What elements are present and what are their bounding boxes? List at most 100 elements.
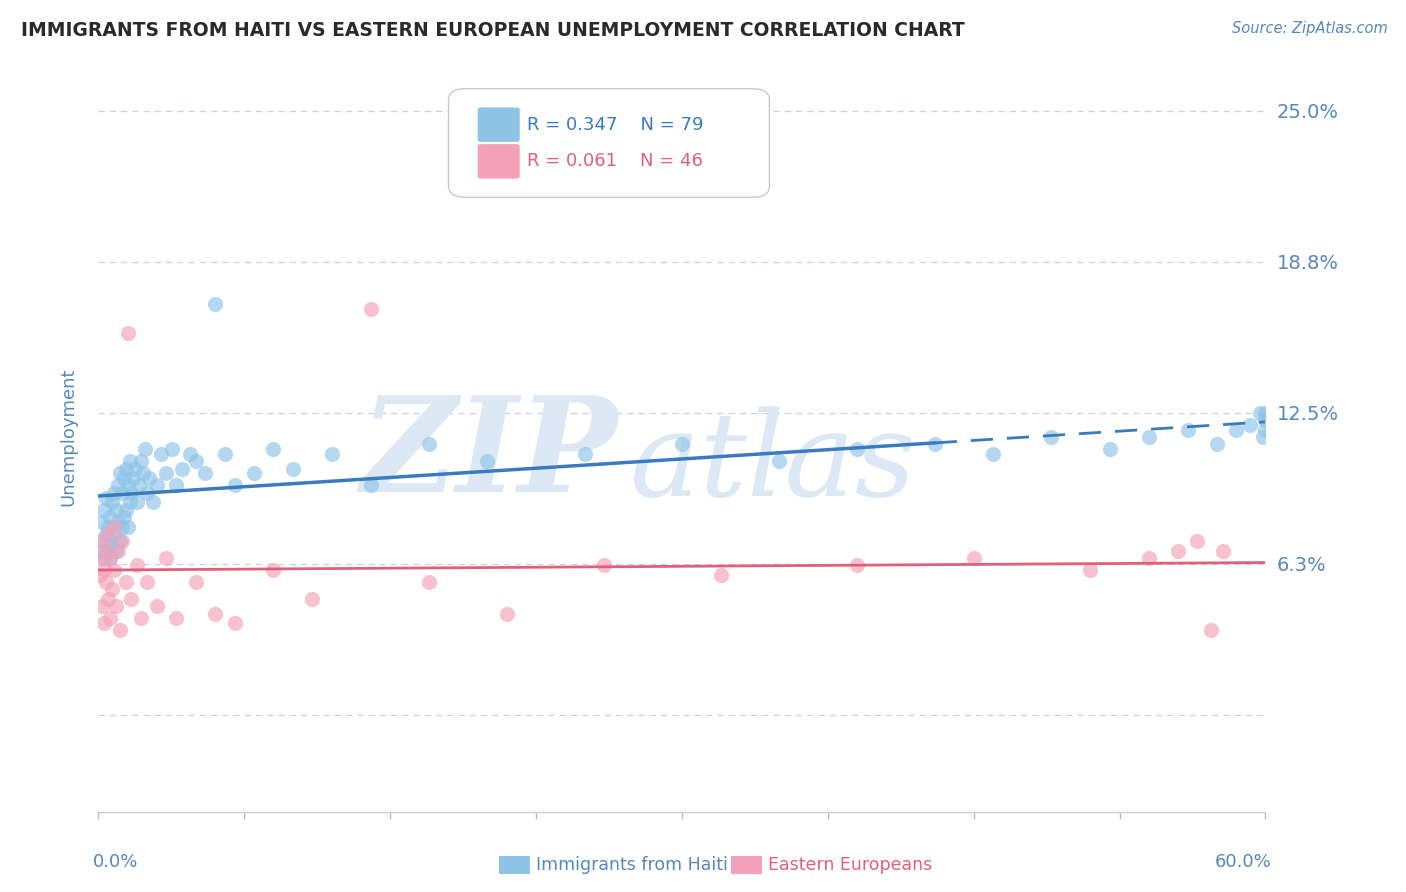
Point: [118, 495, 141, 509]
Point: [1137, 430, 1160, 444]
Point: [104, 543, 127, 558]
Point: [281, 461, 304, 475]
Point: [89, 550, 111, 565]
Point: [107, 515, 129, 529]
Point: [127, 495, 149, 509]
Point: [121, 485, 143, 500]
Point: [574, 447, 596, 461]
Point: [224, 616, 246, 631]
Point: [114, 502, 136, 516]
Point: [111, 534, 134, 549]
Text: 60.0%: 60.0%: [1215, 853, 1271, 871]
Point: [112, 471, 135, 485]
Point: [91, 543, 114, 558]
Point: [981, 447, 1004, 461]
Point: [128, 478, 150, 492]
Point: [1253, 430, 1275, 444]
Point: [496, 607, 519, 621]
Point: [97, 519, 120, 533]
Point: [122, 471, 145, 485]
Point: [104, 599, 127, 614]
Text: R = 0.061    N = 46: R = 0.061 N = 46: [527, 153, 703, 170]
Point: [121, 592, 143, 607]
Point: [1187, 534, 1209, 549]
Text: ZIP: ZIP: [360, 392, 617, 520]
Point: [243, 467, 266, 481]
Point: [93, 550, 115, 565]
Point: [1137, 550, 1160, 565]
Point: [149, 447, 172, 461]
Point: [104, 502, 127, 516]
Point: [155, 550, 177, 565]
Point: [98, 550, 121, 565]
Point: [224, 478, 246, 492]
Point: [103, 519, 125, 533]
Point: [91, 515, 114, 529]
Point: [1177, 423, 1199, 437]
Point: [142, 495, 165, 509]
Point: [360, 301, 382, 316]
Point: [138, 471, 160, 485]
Point: [91, 599, 114, 614]
Point: [184, 454, 207, 468]
Point: [1254, 413, 1277, 427]
Point: [204, 297, 226, 311]
Y-axis label: Unemployment: Unemployment: [59, 368, 77, 507]
Point: [103, 563, 125, 577]
Point: [117, 326, 139, 340]
Point: [111, 485, 134, 500]
Point: [1254, 406, 1277, 420]
Point: [96, 543, 118, 558]
Point: [136, 485, 159, 500]
Point: [194, 467, 217, 481]
Point: [127, 558, 149, 573]
Point: [129, 454, 152, 468]
Point: [477, 454, 499, 468]
Point: [846, 442, 869, 457]
Point: [710, 567, 733, 582]
Point: [101, 582, 124, 597]
Point: [97, 539, 120, 553]
Point: [179, 447, 201, 461]
Point: [89, 567, 111, 582]
Point: [170, 461, 193, 475]
Point: [360, 478, 382, 492]
Point: [93, 502, 115, 516]
Point: [129, 611, 152, 625]
Point: [101, 495, 124, 509]
Point: [1167, 543, 1189, 558]
Point: [1040, 430, 1063, 444]
Point: [97, 592, 120, 607]
Point: [108, 624, 131, 638]
Text: Source: ZipAtlas.com: Source: ZipAtlas.com: [1232, 21, 1388, 36]
Point: [96, 575, 118, 590]
Point: [98, 611, 121, 625]
Point: [117, 519, 139, 533]
Point: [165, 478, 187, 492]
Point: [107, 543, 129, 558]
Point: [204, 607, 226, 621]
Point: [114, 575, 136, 590]
Point: [184, 575, 207, 590]
Point: [103, 485, 125, 500]
Point: [146, 478, 169, 492]
Point: [418, 437, 440, 451]
Point: [962, 550, 984, 565]
Point: [1225, 423, 1247, 437]
Point: [112, 509, 135, 524]
Point: [111, 519, 134, 533]
Point: [1098, 442, 1121, 457]
Point: [91, 534, 114, 549]
Text: IMMIGRANTS FROM HAITI VS EASTERN EUROPEAN UNEMPLOYMENT CORRELATION CHART: IMMIGRANTS FROM HAITI VS EASTERN EUROPEA…: [21, 21, 965, 39]
Point: [93, 616, 115, 631]
Point: [1080, 563, 1102, 577]
Point: [1249, 406, 1271, 420]
Point: [108, 467, 131, 481]
Point: [846, 558, 869, 573]
Point: [165, 611, 187, 625]
Point: [671, 437, 693, 451]
Point: [1205, 437, 1227, 451]
Point: [107, 478, 129, 492]
Point: [924, 437, 946, 451]
FancyBboxPatch shape: [478, 145, 520, 178]
